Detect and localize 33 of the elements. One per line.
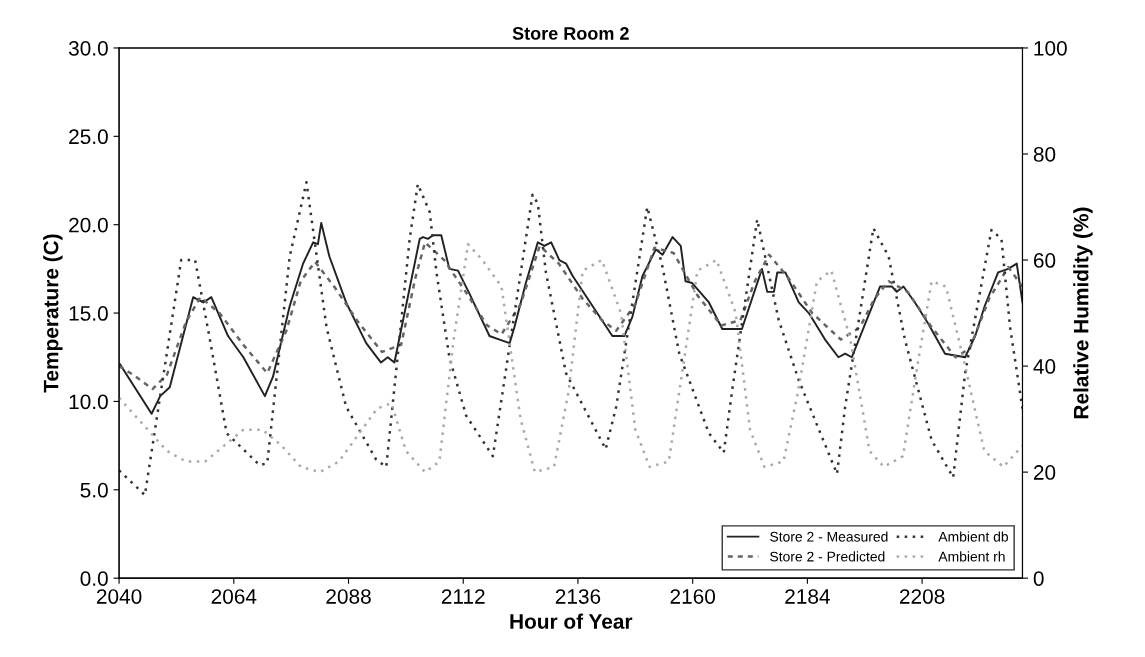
y2-tick-label: 100 xyxy=(1034,40,1067,56)
y-tick-label: 30.0 xyxy=(68,40,108,56)
x-tick-label: 2208 xyxy=(899,589,945,604)
x-tick-label: 2136 xyxy=(555,589,601,604)
chart-title: Store Room 2 xyxy=(512,27,629,40)
y-tick-label: 25.0 xyxy=(69,129,108,145)
y-tick-label: 5.0 xyxy=(80,482,108,498)
line-series xyxy=(119,221,1023,415)
line-series xyxy=(119,241,1023,391)
x-tick-label: 2184 xyxy=(785,589,830,604)
legend-label: Ambient db xyxy=(938,531,1009,542)
y2-tick-label: 40 xyxy=(1033,359,1056,374)
y-tick-label: 20.0 xyxy=(69,217,108,233)
x-tick-label: 2160 xyxy=(670,589,716,604)
x-tick-label: 2040 xyxy=(96,589,142,604)
legend-label: Store 2 - Predicted xyxy=(770,551,885,562)
x-tick-label: 2064 xyxy=(211,589,257,604)
x-tick-label: 2088 xyxy=(326,589,371,604)
y2-tick-label: 60 xyxy=(1033,253,1056,268)
y2-tick-label: 0 xyxy=(1033,571,1044,586)
line-series xyxy=(119,242,1023,474)
y-tick-label: 15.0 xyxy=(69,306,108,321)
line-series xyxy=(119,181,1023,497)
y2-tick-label: 80 xyxy=(1033,147,1056,162)
y2-axis-title: Relative Humidity (%) xyxy=(1073,207,1093,419)
legend-label: Store 2 - Measured xyxy=(770,531,888,542)
x-tick-label: 2112 xyxy=(441,589,485,604)
y2-tick-label: 20 xyxy=(1033,465,1056,480)
y-tick-label: 0.0 xyxy=(80,571,108,586)
x-axis-title: Hour of Year xyxy=(510,613,633,629)
y-tick-label: 10.0 xyxy=(69,394,108,410)
legend-label: Ambient rh xyxy=(938,551,1005,562)
y-axis-title: Temperature (C) xyxy=(43,234,63,393)
